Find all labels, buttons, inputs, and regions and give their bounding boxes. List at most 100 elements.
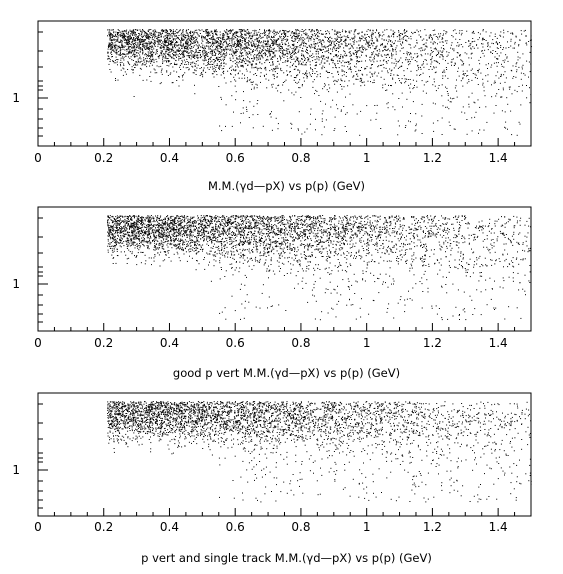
scatter-point xyxy=(236,39,238,41)
scatter-point xyxy=(283,72,285,74)
scatter-point xyxy=(172,39,174,41)
scatter-point xyxy=(345,31,347,33)
scatter-point xyxy=(179,40,181,42)
scatter-point xyxy=(499,42,500,44)
scatter-point xyxy=(302,50,304,52)
scatter-point xyxy=(124,37,126,39)
scatter-point xyxy=(364,34,366,36)
scatter-point xyxy=(138,46,140,48)
scatter-point xyxy=(445,31,447,33)
scatter-point xyxy=(114,45,116,47)
scatter-point xyxy=(271,86,273,88)
scatter-point xyxy=(350,59,352,61)
scatter-point xyxy=(367,250,369,252)
scatter-point xyxy=(308,59,310,61)
scatter-point xyxy=(496,65,498,67)
scatter-point xyxy=(374,105,376,106)
scatter-point xyxy=(371,38,373,40)
scatter-point xyxy=(236,45,238,47)
scatter-point xyxy=(330,53,331,55)
scatter-point xyxy=(468,57,470,59)
scatter-point xyxy=(264,262,266,264)
scatter-point xyxy=(374,71,376,73)
scatter-point xyxy=(133,31,135,33)
scatter-point xyxy=(328,38,330,40)
scatter-point xyxy=(288,31,289,33)
scatter-point xyxy=(320,30,322,32)
scatter-point xyxy=(346,72,347,73)
scatter-point xyxy=(240,35,242,37)
scatter-point xyxy=(259,41,261,43)
scatter-point xyxy=(502,49,504,50)
scatter-point xyxy=(140,32,142,34)
scatter-point xyxy=(446,69,448,70)
scatter-point xyxy=(404,82,406,84)
scatter-point xyxy=(359,49,361,51)
scatter-point xyxy=(339,34,341,36)
scatter-point xyxy=(421,115,423,117)
scatter-point xyxy=(295,38,297,40)
scatter-point xyxy=(468,106,470,108)
scatter-point xyxy=(181,37,182,39)
scatter-point xyxy=(209,51,211,53)
scatter-point xyxy=(239,57,241,59)
scatter-point xyxy=(113,45,115,47)
scatter-point xyxy=(167,220,169,222)
scatter-point xyxy=(496,220,498,222)
scatter-point xyxy=(111,39,112,41)
scatter-point xyxy=(265,60,267,62)
scatter-point xyxy=(165,45,167,47)
scatter-point xyxy=(231,69,232,71)
scatter-point xyxy=(293,45,295,46)
scatter-point xyxy=(363,40,365,41)
scatter-point xyxy=(306,43,307,45)
scatter-point xyxy=(244,61,245,63)
scatter-point xyxy=(196,55,198,57)
scatter-point xyxy=(187,49,189,51)
scatter-point xyxy=(168,35,170,37)
scatter-point xyxy=(383,260,385,262)
scatter-point xyxy=(246,70,248,72)
scatter-point xyxy=(239,29,241,31)
scatter-point xyxy=(159,233,161,235)
scatter-point xyxy=(109,29,111,31)
scatter-point xyxy=(353,273,355,275)
scatter-point xyxy=(194,57,196,59)
scatter-point xyxy=(294,32,296,34)
scatter-point xyxy=(199,33,201,34)
scatter-point xyxy=(297,57,299,59)
scatter-point xyxy=(216,50,218,52)
scatter-point xyxy=(327,50,329,51)
scatter-point xyxy=(287,45,289,47)
scatter-point xyxy=(217,239,219,241)
scatter-point xyxy=(500,46,502,48)
scatter-point xyxy=(121,61,123,63)
scatter-point xyxy=(203,31,205,32)
scatter-point xyxy=(343,47,345,49)
scatter-point xyxy=(356,57,358,59)
scatter-point xyxy=(296,34,298,36)
scatter-point xyxy=(168,39,170,41)
scatter-point xyxy=(446,42,448,44)
scatter-point xyxy=(155,215,156,217)
scatter-point xyxy=(333,43,335,45)
scatter-point xyxy=(347,85,349,87)
scatter-point xyxy=(270,47,272,49)
scatter-point xyxy=(198,45,200,47)
scatter-point xyxy=(429,230,431,231)
scatter-point xyxy=(180,45,182,47)
scatter-point xyxy=(439,56,441,58)
scatter-point xyxy=(272,43,274,45)
scatter-point xyxy=(134,32,136,34)
scatter-point xyxy=(406,68,408,70)
scatter-point xyxy=(227,235,228,237)
scatter-point xyxy=(273,43,275,45)
scatter-point xyxy=(421,39,423,41)
scatter-point xyxy=(199,30,201,32)
scatter-point xyxy=(164,40,166,41)
scatter-point xyxy=(278,222,280,224)
scatter-point xyxy=(245,41,246,42)
scatter-point xyxy=(110,32,111,34)
scatter-point xyxy=(145,58,146,60)
